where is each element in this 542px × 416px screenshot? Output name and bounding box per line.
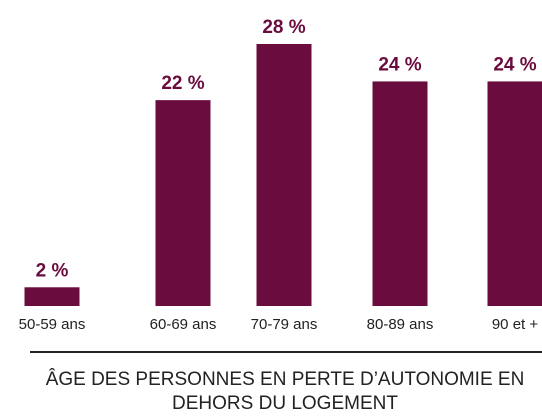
bar: [155, 100, 211, 307]
x-tick-label: 50-59 ans: [19, 316, 86, 333]
x-tick-label: 70-79 ans: [251, 316, 318, 333]
bar: [372, 81, 428, 306]
bar: [24, 287, 80, 306]
x-tick-label: 60-69 ans: [150, 316, 217, 333]
value-label: 24 %: [378, 54, 421, 75]
value-label: 22 %: [161, 73, 204, 94]
bar: [256, 44, 312, 306]
chart-title: ÂGE DES PERSONNES EN PERTE D’AUTONOMIE E…: [45, 369, 525, 414]
x-tick-label: 80-89 ans: [367, 316, 434, 333]
value-label: 24 %: [493, 54, 536, 75]
value-label: 28 %: [262, 17, 305, 38]
bar: [487, 81, 542, 306]
value-label: 2 %: [36, 260, 69, 281]
x-tick-label: 90 et +: [492, 316, 539, 333]
